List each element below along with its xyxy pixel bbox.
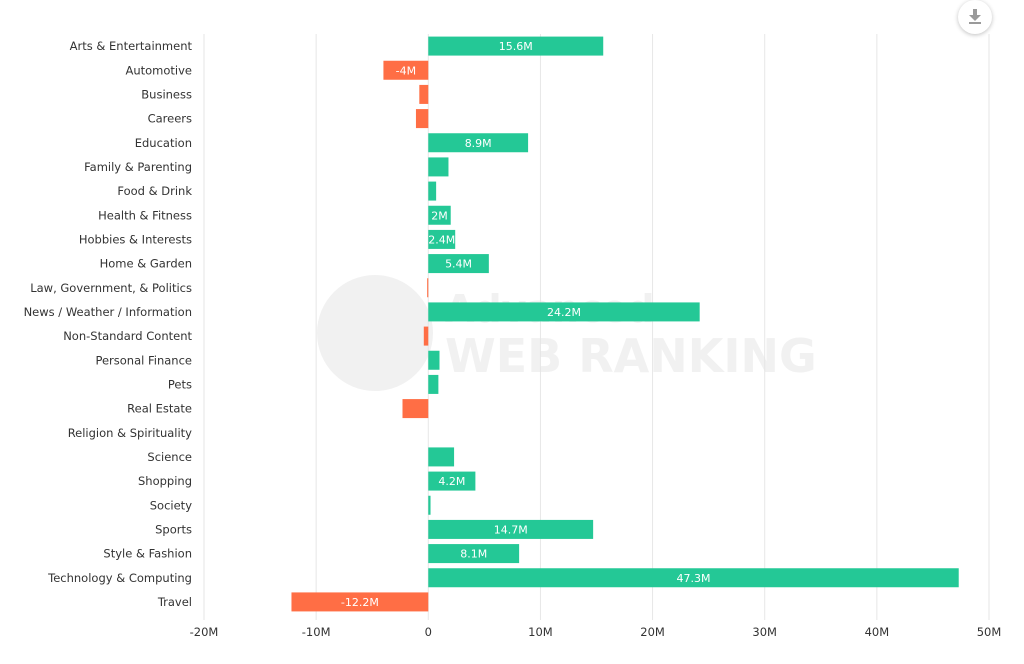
data-label: 14.7M	[494, 523, 528, 536]
data-label: 47.3M	[677, 572, 711, 585]
bar[interactable]	[428, 447, 455, 467]
x-tick-label: 30M	[752, 625, 777, 639]
data-label: 2M	[431, 209, 448, 222]
category-label: Pets	[168, 377, 192, 391]
data-label: -4M	[396, 64, 416, 77]
bar[interactable]	[428, 374, 439, 394]
x-tick-label: 50M	[977, 625, 1002, 639]
x-tick-label: 0	[425, 625, 432, 639]
bar[interactable]	[428, 205, 451, 225]
bar[interactable]	[428, 36, 604, 56]
watermark-line2: WEB RANKING	[445, 329, 817, 383]
data-label: 24.2M	[547, 306, 581, 319]
x-tick-label: 40M	[865, 625, 890, 639]
x-tick-label: 20M	[640, 625, 665, 639]
data-label: -12.2M	[341, 596, 379, 609]
category-label: Technology & Computing	[47, 571, 192, 585]
bar[interactable]	[428, 350, 440, 370]
bar[interactable]	[428, 302, 700, 322]
download-icon	[969, 9, 981, 24]
data-label: 5.4M	[445, 258, 472, 271]
category-label: Food & Drink	[117, 184, 192, 198]
category-labels: Arts & Entertainment Automotive Business Ca…	[24, 39, 193, 609]
bars	[291, 36, 959, 612]
category-label: Home & Garden	[100, 257, 192, 271]
bar[interactable]	[428, 519, 594, 539]
category-label: Real Estate	[127, 402, 192, 416]
category-label: Sports	[155, 522, 192, 536]
bar[interactable]	[428, 181, 437, 201]
bar[interactable]	[291, 592, 429, 612]
data-labels: 15.6M -4M 8.9M 2M 2.4M 5.4M 24.2M 4.2M 14.7M 8.1M…	[341, 40, 711, 609]
data-label: 8.1M	[460, 548, 487, 561]
category-label: Shopping	[138, 474, 192, 488]
data-label: 8.9M	[465, 137, 492, 150]
category-label: Hobbies & Interests	[79, 232, 192, 246]
category-label: Automotive	[125, 63, 192, 77]
bar[interactable]	[428, 544, 520, 564]
category-label: Arts & Entertainment	[70, 39, 193, 53]
category-label: Personal Finance	[95, 353, 192, 367]
x-tick-label: 10M	[528, 625, 553, 639]
category-label: Non-Standard Content	[63, 329, 192, 343]
category-label: Law, Government, & Politics	[30, 281, 192, 295]
category-label: Religion & Spirituality	[68, 426, 192, 440]
bar[interactable]	[402, 399, 429, 419]
category-label: Business	[141, 87, 192, 101]
data-label: 4.2M	[438, 475, 465, 488]
bar[interactable]	[383, 60, 429, 80]
bar[interactable]	[427, 278, 429, 298]
bar[interactable]	[428, 229, 456, 249]
category-label: Travel	[157, 595, 192, 609]
watermark-globe-icon	[317, 275, 433, 391]
bar[interactable]	[428, 133, 529, 153]
data-label: 15.6M	[499, 40, 533, 53]
category-label: Society	[150, 498, 192, 512]
category-label: Family & Parenting	[84, 160, 192, 174]
tick-labels: -20M -10M 0 10M 20M 30M 40M 50M	[190, 625, 1002, 639]
x-tick-label: -10M	[302, 625, 331, 639]
bar[interactable]	[428, 157, 449, 177]
x-tick-label: -20M	[190, 625, 219, 639]
bar[interactable]	[415, 109, 429, 129]
category-label: Health & Fitness	[98, 208, 192, 222]
category-label: Careers	[148, 112, 192, 126]
category-label: Education	[135, 136, 192, 150]
bar[interactable]	[428, 471, 476, 491]
download-button[interactable]	[958, 0, 992, 34]
bar[interactable]	[428, 568, 959, 588]
data-label: 2.4M	[428, 233, 455, 246]
category-label: Style & Fashion	[103, 547, 192, 561]
watermark-logo: Advanced WEB RANKING	[317, 275, 817, 391]
bar[interactable]	[428, 495, 431, 515]
bar[interactable]	[423, 326, 429, 346]
bar[interactable]	[428, 254, 489, 274]
category-label: News / Weather / Information	[24, 305, 192, 319]
category-label: Science	[147, 450, 192, 464]
bar[interactable]	[419, 84, 429, 104]
